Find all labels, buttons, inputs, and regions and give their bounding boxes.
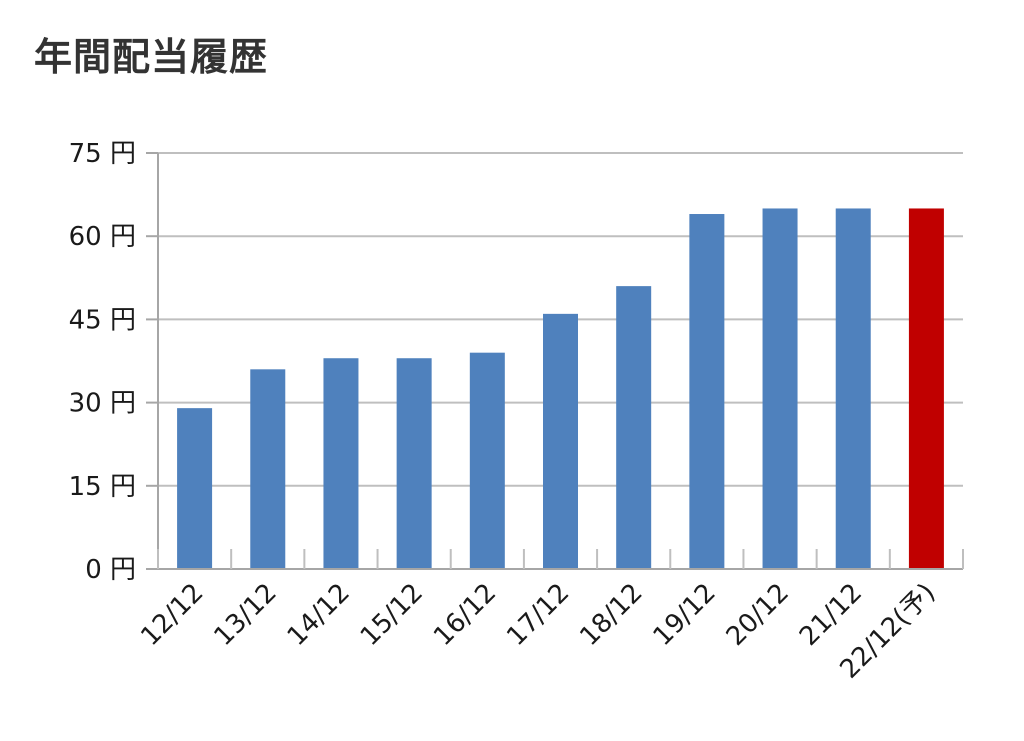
x-tick-label: 15/12 bbox=[355, 578, 429, 652]
x-tick-label: 14/12 bbox=[282, 578, 356, 652]
bar-12/12 bbox=[177, 408, 213, 569]
y-tick-label: 30 円 bbox=[69, 389, 136, 419]
bar-19/12 bbox=[689, 214, 725, 569]
y-tick-labels: 0 円 15 円 30 円 45 円 60 円 75 円 bbox=[69, 139, 136, 585]
y-tick-label: 60 円 bbox=[69, 222, 136, 252]
bar-17/12 bbox=[543, 313, 578, 569]
bar-15/12 bbox=[396, 358, 432, 569]
y-tick-label: 15 円 bbox=[69, 472, 136, 502]
x-tick-labels: 12/1213/1214/1215/1216/1217/1218/1219/12… bbox=[135, 578, 941, 685]
x-tick-label: 20/12 bbox=[721, 578, 795, 652]
bar-13/12 bbox=[250, 369, 286, 569]
chart-title: 年間配当履歴 bbox=[34, 35, 269, 79]
bar-14/12 bbox=[323, 358, 359, 569]
bar-21/12 bbox=[835, 208, 871, 569]
x-tick-label: 16/12 bbox=[428, 578, 502, 652]
y-tick-label: 75 円 bbox=[69, 139, 136, 169]
x-tick-label: 12/12 bbox=[135, 578, 209, 652]
x-tick-label: 17/12 bbox=[501, 578, 575, 652]
x-tick-label: 18/12 bbox=[574, 578, 648, 652]
bar-18/12 bbox=[616, 286, 652, 569]
bar-20/12 bbox=[762, 208, 798, 569]
y-tick-label: 0 円 bbox=[85, 555, 136, 585]
axes bbox=[146, 152, 964, 570]
bar-16/12 bbox=[469, 352, 505, 569]
x-tick-label: 19/12 bbox=[648, 578, 722, 652]
y-tick-label: 45 円 bbox=[69, 305, 136, 335]
x-tick-label: 13/12 bbox=[209, 578, 283, 652]
bars bbox=[177, 208, 944, 569]
bar-22/12(予) bbox=[908, 208, 944, 569]
